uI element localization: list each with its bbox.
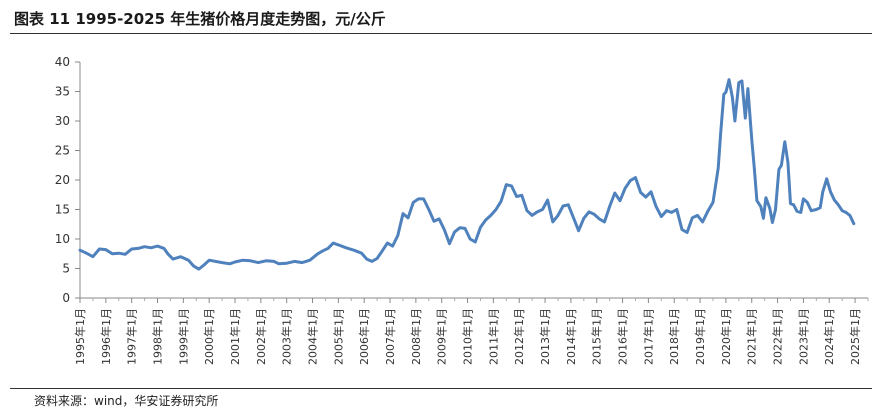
x-tick-label: 1996年1月: [99, 308, 113, 365]
x-tick-label: 2004年1月: [306, 308, 320, 365]
y-tick-label: 25: [55, 144, 70, 158]
y-tick-label: 5: [62, 262, 70, 276]
x-tick-label: 2015年1月: [590, 308, 604, 365]
y-tick-label: 15: [55, 203, 70, 217]
y-tick-label: 30: [55, 114, 70, 128]
x-tick-label: 1995年1月: [73, 308, 87, 365]
x-tick-label: 2022年1月: [771, 308, 785, 365]
x-tick-label: 2012年1月: [512, 308, 526, 365]
x-tick-label: 2018年1月: [667, 308, 681, 365]
x-tick-label: 2007年1月: [383, 308, 397, 365]
x-tick-label: 2000年1月: [202, 308, 216, 365]
x-tick-label: 2001年1月: [228, 308, 242, 365]
y-tick-label: 35: [55, 85, 70, 99]
x-tick-label: 2011年1月: [486, 308, 500, 365]
source-note: 资料来源：wind，华安证券研究所: [10, 388, 872, 409]
x-tick-label: 2013年1月: [538, 308, 552, 365]
x-tick-label: 2014年1月: [564, 308, 578, 365]
y-tick-label: 10: [55, 232, 70, 246]
x-tick-label: 2025年1月: [848, 308, 862, 365]
x-tick-label: 2019年1月: [693, 308, 707, 365]
y-axis: 0 5 10 15 20 25 30 35 40: [55, 55, 81, 305]
x-tick-label: 1999年1月: [176, 308, 190, 365]
y-tick-label: 0: [62, 291, 70, 305]
x-tick-label: 2021年1月: [745, 308, 759, 365]
x-tick-label: 2016年1月: [616, 308, 630, 365]
x-axis: 1995年1月 1996年1月 1997年1月 1998年1月 1999年1月 2000年…: [73, 297, 869, 365]
x-tick-label: 1997年1月: [125, 308, 139, 365]
chart-title: 图表 11 1995-2025 年生猪价格月度走势图，元/公斤: [10, 4, 872, 34]
x-tick-label: 2010年1月: [461, 308, 475, 365]
series-layer: [78, 78, 856, 271]
x-tick-label: 2024年1月: [822, 308, 836, 365]
x-tick-label: 2020年1月: [719, 308, 733, 365]
x-tick-label: 2003年1月: [280, 308, 294, 365]
y-tick-label: 40: [55, 55, 70, 69]
x-tick-label: 2002年1月: [254, 308, 268, 365]
x-tick-label: 2023年1月: [796, 308, 810, 365]
x-tick-label: 2009年1月: [435, 308, 449, 365]
x-tick-label: 2017年1月: [641, 308, 655, 365]
x-tick-label: 1998年1月: [151, 308, 165, 365]
x-tick-label: 2008年1月: [409, 308, 423, 365]
y-tick-label: 20: [55, 173, 70, 187]
x-tick-label: 2005年1月: [331, 308, 345, 365]
series-line-pig-price: [78, 78, 856, 271]
x-tick-label: 2006年1月: [357, 308, 371, 365]
